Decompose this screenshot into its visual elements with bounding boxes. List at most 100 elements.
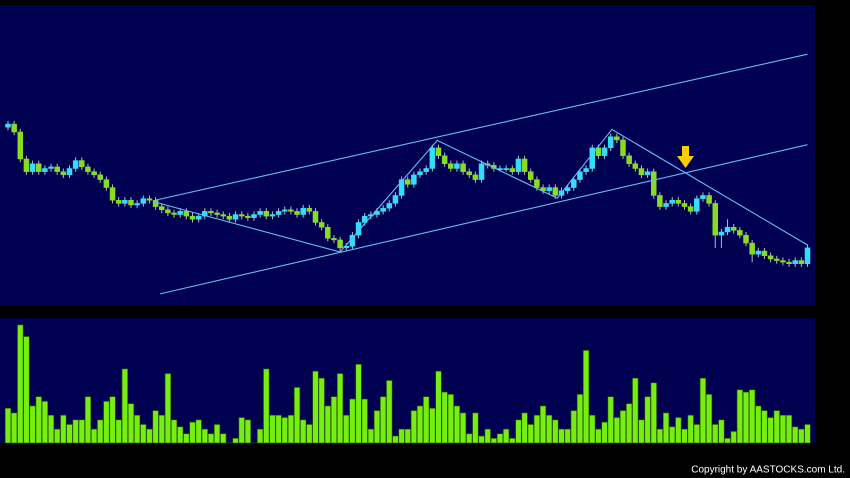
candle-body (774, 258, 780, 261)
volume-bar (798, 428, 805, 444)
volume-bar (349, 398, 356, 444)
candle-body (115, 199, 122, 204)
candle-body (195, 215, 202, 220)
volume-bar (60, 414, 67, 444)
candle-body (743, 234, 749, 244)
candle-body (349, 234, 356, 247)
candle-body (571, 179, 577, 188)
candle-body (398, 179, 405, 196)
volume-bar (324, 405, 331, 444)
volume-bar (779, 414, 786, 444)
volume-bar (392, 435, 399, 444)
volume-bar (115, 419, 122, 444)
candle-body (380, 207, 386, 212)
candle-body (607, 136, 614, 149)
candle-body (282, 209, 288, 212)
candle-body (269, 214, 276, 217)
candle-body (159, 206, 165, 211)
volume-bar (4, 407, 12, 444)
candle-body (306, 207, 313, 212)
candle-body (29, 163, 36, 172)
candle-body (60, 171, 67, 176)
candle-body (601, 147, 608, 157)
candle-body (251, 214, 257, 218)
volume-bar (380, 396, 387, 444)
candle-body (595, 147, 602, 157)
volume-bar (644, 396, 651, 444)
volume-bar (675, 417, 682, 444)
volume-bar (416, 405, 424, 444)
candle-body (85, 166, 91, 172)
candle-body (208, 211, 214, 214)
volume-bar (558, 428, 565, 444)
volume-bar (705, 394, 713, 444)
volume-bar (681, 428, 688, 444)
candle-body (454, 163, 460, 169)
candle-body (798, 260, 805, 264)
candle-body (48, 166, 54, 169)
candle-body (749, 242, 755, 255)
candle-body (466, 171, 472, 176)
candle-body (325, 226, 331, 239)
volume-bar (386, 380, 393, 444)
trend-layer (154, 53, 808, 295)
volume-bar (730, 431, 737, 444)
trend-line (159, 144, 808, 295)
candle-body (146, 198, 153, 201)
volume-bar (183, 433, 190, 444)
volume-bar (755, 405, 762, 444)
price-panel (0, 5, 815, 305)
volume-bar (638, 419, 645, 444)
candle-body (712, 203, 718, 236)
candle-body (226, 215, 233, 220)
candle-body (786, 261, 792, 264)
volume-bar (632, 377, 639, 444)
volume-bar (576, 394, 584, 444)
candle-body (528, 171, 534, 180)
volume-bar (367, 428, 374, 444)
candle-body (644, 171, 651, 176)
volume-bar (47, 414, 55, 444)
volume-bar (552, 419, 559, 444)
volume-bar (109, 396, 116, 444)
volume-bar (201, 428, 208, 444)
volume-bar (564, 428, 571, 444)
candle-body (614, 136, 620, 141)
volume-bar (373, 410, 381, 444)
candle-body (257, 211, 263, 215)
candle-body (687, 206, 694, 212)
candle-body (337, 239, 343, 249)
candle-body (355, 222, 362, 236)
candle-body (448, 163, 454, 169)
volume-bar (527, 424, 534, 444)
candle-body (460, 163, 466, 172)
candle-body (472, 174, 479, 180)
trend-line (154, 53, 808, 201)
candle-body (515, 158, 522, 172)
volume-bar (84, 396, 92, 444)
volume-bar (521, 412, 528, 444)
candle-body (730, 226, 737, 231)
volume-bar (158, 414, 165, 444)
candle-body (718, 231, 725, 236)
volume-bar (293, 387, 301, 444)
candle-body (392, 195, 399, 204)
candle-body (681, 203, 688, 207)
volume-bar (410, 410, 418, 444)
volume-bar (785, 414, 793, 444)
candle-body (122, 199, 128, 204)
candle-body (669, 199, 675, 204)
candle-body (540, 187, 546, 191)
candle-body (651, 171, 657, 196)
volume-bar (361, 398, 368, 444)
volume-bar (693, 424, 700, 444)
candle-body (109, 187, 116, 201)
volume-bar (724, 438, 731, 444)
volume-bar (582, 350, 590, 444)
volume-bar (97, 419, 104, 444)
volume-bar (601, 421, 608, 444)
candle-body (546, 187, 552, 191)
volume-bar (607, 396, 614, 444)
volume-bar (773, 410, 780, 444)
